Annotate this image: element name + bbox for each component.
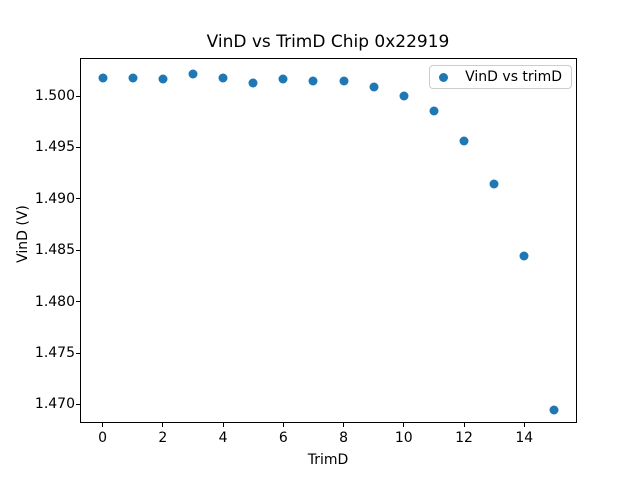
y-tick-mark — [76, 301, 80, 303]
x-tick-label: 6 — [278, 430, 288, 446]
y-tick-label: 1.475 — [34, 345, 75, 362]
x-tick-label: 10 — [394, 430, 413, 446]
plot-area — [80, 58, 577, 423]
x-tick-label: 2 — [158, 430, 168, 446]
y-axis-label: VinD (V) — [15, 205, 31, 263]
data-point — [158, 74, 168, 84]
data-point — [339, 76, 349, 86]
data-point — [248, 78, 258, 88]
x-tick-mark — [222, 423, 224, 427]
y-tick-label: 1.485 — [34, 242, 75, 259]
x-tick-mark — [162, 423, 164, 427]
y-tick-label: 1.480 — [34, 293, 75, 310]
y-tick-label: 1.470 — [34, 396, 75, 413]
data-point — [278, 74, 288, 84]
data-point — [429, 106, 439, 116]
data-point — [459, 136, 469, 146]
y-tick-mark — [76, 249, 80, 251]
data-point — [369, 82, 379, 92]
y-tick-mark — [76, 403, 80, 405]
y-tick-mark — [76, 352, 80, 354]
y-tick-mark — [76, 146, 80, 148]
x-tick-label: 0 — [98, 430, 108, 446]
y-tick-mark — [76, 198, 80, 200]
data-point — [218, 73, 228, 83]
chart-title: VinD vs TrimD Chip 0x22919 — [206, 32, 450, 52]
x-tick-label: 8 — [339, 430, 348, 446]
data-point — [489, 179, 499, 189]
data-point — [308, 76, 318, 86]
data-point — [188, 69, 198, 79]
x-tick-mark — [343, 423, 345, 427]
y-tick-label: 1.495 — [34, 139, 75, 156]
data-point — [98, 73, 108, 83]
x-tick-label: 14 — [515, 430, 534, 446]
legend: VinD vs trimD — [429, 65, 572, 89]
y-tick-label: 1.500 — [34, 88, 75, 105]
y-tick-label: 1.490 — [34, 190, 75, 207]
x-tick-mark — [282, 423, 284, 427]
data-point — [549, 405, 559, 415]
x-tick-mark — [463, 423, 465, 427]
y-tick-mark — [76, 95, 80, 97]
x-tick-label: 4 — [218, 430, 228, 446]
x-tick-mark — [523, 423, 525, 427]
data-point — [128, 73, 138, 83]
x-tick-mark — [102, 423, 104, 427]
x-axis-label: TrimD — [307, 452, 349, 468]
x-tick-label: 12 — [455, 430, 473, 446]
data-point — [519, 251, 529, 261]
legend-label: VinD vs trimD — [465, 69, 562, 85]
x-tick-mark — [403, 423, 405, 427]
scatter-marker-icon — [439, 72, 449, 82]
data-point — [399, 91, 409, 101]
